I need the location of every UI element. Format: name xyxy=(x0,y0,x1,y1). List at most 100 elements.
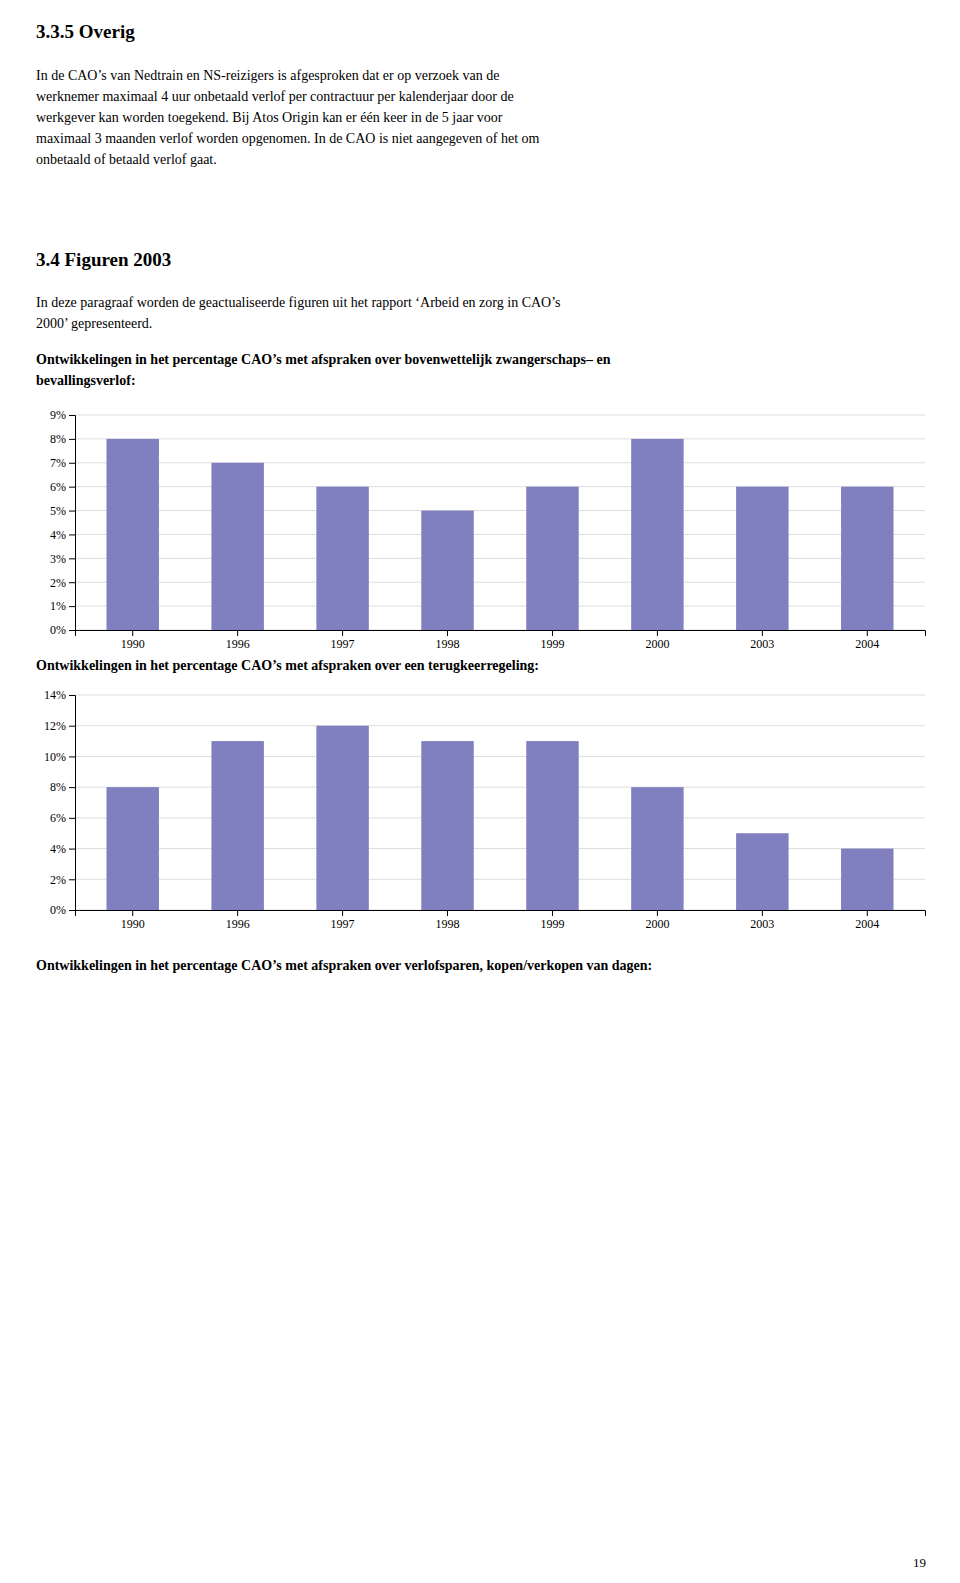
chart-title: Ontwikkelingen in het percentage CAO’s m… xyxy=(36,958,652,973)
grid-line xyxy=(75,558,925,559)
tick-label: 1990 xyxy=(121,917,145,931)
tick-mark xyxy=(69,879,75,880)
y-tick: 9% xyxy=(50,408,75,422)
tick-mark xyxy=(69,534,75,535)
chart: 0% 2% 4% 6% 8% 10% 12% 14% 1990 1996 1997 1998 1999 2… xyxy=(44,688,926,930)
grid-line xyxy=(75,725,925,726)
tick-label: 2003 xyxy=(750,637,774,651)
chart-title: Ontwikkelingen in het percentage CAO’s m… xyxy=(36,658,539,673)
tick-mark xyxy=(237,910,238,916)
x-tick: 1999 xyxy=(540,630,564,651)
bar xyxy=(631,439,683,630)
grid-line xyxy=(75,817,925,818)
tick-mark xyxy=(69,439,75,440)
chart-title-line: Ontwikkelingen in het percentage CAO’s m… xyxy=(36,658,539,673)
bar xyxy=(316,487,368,630)
grid-line xyxy=(75,606,925,607)
tick-mark xyxy=(657,630,658,636)
x-tick: 2004 xyxy=(855,630,879,651)
y-axis: 0%1%2%3%4%5%6%7%8%9% xyxy=(50,408,76,637)
tick-label: 1997 xyxy=(331,637,355,651)
bar xyxy=(421,741,473,910)
tick-label: 8% xyxy=(50,780,66,794)
tick-mark xyxy=(447,630,448,636)
grid-line xyxy=(75,848,925,849)
y-tick: 2% xyxy=(50,576,75,590)
tick-label: 1% xyxy=(50,599,66,613)
y-axis: 0% 2% 4% 6% 8% 10% 12% 14% xyxy=(44,688,76,917)
tick-mark xyxy=(69,582,75,583)
axis-line xyxy=(76,631,926,637)
tick-label: 1990 xyxy=(121,637,145,651)
bar xyxy=(316,726,368,910)
x-tick: 2003 xyxy=(750,910,774,931)
tick-mark xyxy=(447,910,448,916)
tick-label: 12% xyxy=(44,719,66,733)
tick-label: 1998 xyxy=(436,917,460,931)
paragraph-line: 2000’ gepresenteerd. xyxy=(36,316,152,331)
tick-mark xyxy=(867,910,868,916)
tick-label: 2000 xyxy=(645,917,669,931)
grid-line xyxy=(75,695,925,696)
grid-line xyxy=(75,486,925,487)
chart-title: Ontwikkelingen in het percentage CAO’s m… xyxy=(36,352,611,388)
tick-label: 1999 xyxy=(540,917,564,931)
bar xyxy=(736,833,788,910)
bar xyxy=(421,511,473,630)
bar xyxy=(841,487,893,630)
tick-label: 10% xyxy=(44,750,66,764)
tick-mark xyxy=(342,910,343,916)
tick-label: 2% xyxy=(50,873,66,887)
tick-mark xyxy=(132,910,133,916)
tick-label: 2% xyxy=(50,576,66,590)
tick-label: 9% xyxy=(50,408,66,422)
tick-label: 4% xyxy=(50,528,66,542)
y-tick: 8% xyxy=(50,432,75,446)
grid xyxy=(75,695,925,910)
chart-title-line: bevallingsverlof: xyxy=(36,373,136,388)
paragraph-line: In de CAO’s van Nedtrain en NS-reizigers… xyxy=(36,68,499,83)
paragraph-line: werknemer maximaal 4 uur onbetaald verlo… xyxy=(36,89,514,104)
x-tick: 1998 xyxy=(436,630,460,651)
tick-label: 0% xyxy=(50,903,66,917)
x-tick: 1996 xyxy=(226,630,250,651)
tick-mark xyxy=(132,630,133,636)
paragraph-line: maximaal 3 maanden verlof worden opgenom… xyxy=(36,131,540,146)
tick-label: 14% xyxy=(44,688,66,702)
tick-mark xyxy=(657,910,658,916)
x-axis: 1990 1996 1997 1998 1999 2000 2003 2004 xyxy=(76,630,926,651)
x-tick: 1999 xyxy=(540,910,564,931)
y-tick: 14% xyxy=(44,688,75,702)
tick-label: 4% xyxy=(50,842,66,856)
tick-mark xyxy=(237,630,238,636)
x-tick: 1990 xyxy=(121,910,145,931)
tick-mark xyxy=(69,726,75,727)
grid-line xyxy=(75,510,925,511)
y-tick: 6% xyxy=(50,811,75,825)
tick-mark xyxy=(69,756,75,757)
x-axis: 1990 1996 1997 1998 1999 2000 2003 2004 xyxy=(76,910,926,931)
y-tick: 0% xyxy=(50,623,75,637)
tick-mark xyxy=(552,910,553,916)
grid-line xyxy=(75,756,925,757)
x-tick: 1996 xyxy=(226,910,250,931)
grid-line xyxy=(75,582,925,583)
bar xyxy=(526,741,578,910)
y-tick: 4% xyxy=(50,842,75,856)
grid-line xyxy=(75,438,925,439)
bar xyxy=(211,463,263,630)
y-tick: 10% xyxy=(44,750,75,764)
bar xyxy=(526,487,578,630)
tick-mark xyxy=(69,558,75,559)
page-title: 3.3.5 Overig xyxy=(36,21,135,42)
section-title: 3.4 Figuren 2003 xyxy=(36,249,171,270)
tick-mark xyxy=(69,787,75,788)
x-tick: 2004 xyxy=(855,910,879,931)
tick-mark xyxy=(69,818,75,819)
tick-mark xyxy=(69,487,75,488)
x-tick: 1997 xyxy=(331,910,355,931)
y-tick: 3% xyxy=(50,552,75,566)
bar xyxy=(106,439,158,630)
tick-mark xyxy=(342,630,343,636)
x-tick: 2000 xyxy=(645,630,669,651)
